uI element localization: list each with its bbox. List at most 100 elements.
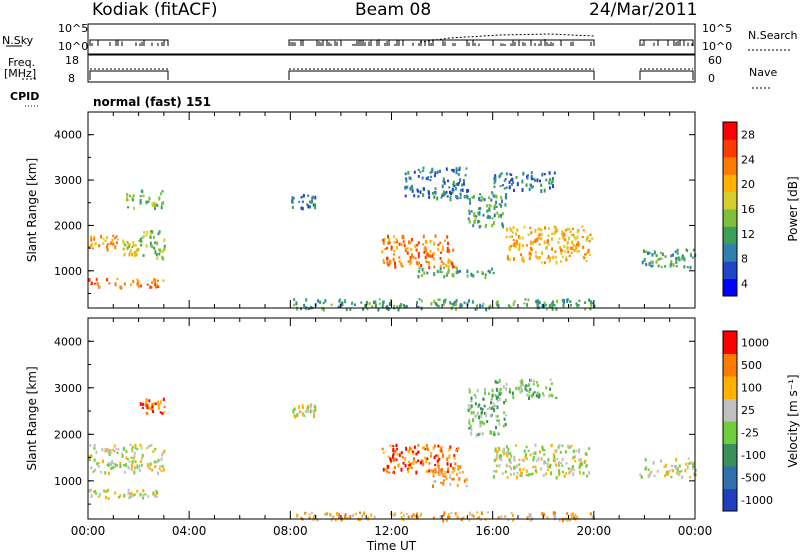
data-cell — [550, 393, 553, 397]
data-cell — [528, 187, 531, 192]
data-cell — [676, 468, 679, 472]
data-cell — [472, 274, 475, 278]
data-cell — [131, 465, 133, 468]
data-cell — [688, 462, 691, 465]
data-cell — [529, 387, 532, 391]
data-cell — [473, 219, 476, 224]
data-cell — [330, 517, 333, 522]
data-cell — [161, 453, 163, 457]
data-cell — [477, 211, 480, 215]
data-cell — [478, 403, 481, 407]
data-cell — [668, 469, 671, 473]
data-cell — [541, 512, 544, 516]
data-cell — [529, 518, 532, 522]
data-cell — [444, 298, 447, 301]
data-cell — [157, 279, 159, 282]
data-cell — [660, 257, 663, 260]
data-cell — [162, 257, 165, 261]
data-cell — [487, 214, 490, 219]
data-cell — [512, 239, 515, 242]
data-cell — [335, 512, 338, 516]
data-cell — [479, 193, 482, 196]
data-cell — [551, 307, 554, 311]
data-cell — [503, 401, 506, 405]
data-cell — [291, 196, 294, 200]
data-cell — [301, 412, 304, 416]
data-cell — [425, 444, 428, 448]
data-cell — [520, 472, 523, 476]
data-cell — [141, 236, 144, 239]
data-cell — [446, 457, 449, 462]
data-cell — [573, 455, 576, 459]
data-cell — [527, 473, 530, 477]
data-cell — [484, 224, 487, 229]
data-cell — [551, 232, 554, 236]
data-cell — [530, 378, 533, 383]
data-cell — [482, 398, 485, 401]
data-cell — [468, 518, 471, 522]
data-cell — [476, 304, 479, 307]
data-cell — [434, 302, 437, 305]
data-cell — [540, 456, 543, 460]
data-cell — [119, 494, 122, 498]
data-cell — [92, 470, 95, 473]
data-cell — [88, 458, 91, 462]
data-cell — [581, 236, 584, 239]
data-cell — [532, 452, 535, 455]
data-cell — [446, 272, 448, 275]
data-cell — [507, 518, 510, 522]
data-cell — [108, 471, 111, 476]
data-cell — [422, 166, 425, 170]
data-cell — [434, 171, 437, 175]
data-cell — [334, 518, 337, 522]
data-cell — [422, 462, 425, 467]
data-cell — [572, 244, 575, 247]
data-cell — [158, 196, 161, 201]
data-cell — [567, 444, 570, 449]
data-cell — [495, 470, 498, 473]
data-cell — [508, 235, 511, 239]
data-cell — [304, 410, 307, 414]
data-cell — [506, 227, 509, 232]
data-cell — [674, 250, 677, 254]
data-cell — [589, 300, 592, 305]
data-cell — [443, 511, 446, 516]
data-cell — [501, 199, 503, 204]
colorbar-frame — [722, 330, 738, 512]
data-cell — [393, 241, 396, 244]
data-cell — [403, 244, 406, 248]
data-cell — [572, 465, 574, 469]
data-cell — [338, 298, 341, 301]
data-cell — [684, 468, 687, 473]
data-cell — [102, 459, 104, 464]
data-cell — [509, 461, 512, 464]
data-cell — [351, 301, 353, 305]
data-cell — [561, 298, 564, 303]
data-cell — [466, 195, 469, 200]
data-cell — [533, 240, 536, 244]
data-cell — [493, 431, 496, 435]
data-cell — [447, 260, 450, 264]
data-cell — [641, 260, 644, 265]
data-cell — [329, 512, 331, 516]
colorbar-segment — [723, 226, 737, 245]
data-cell — [536, 459, 539, 462]
data-cell — [468, 420, 471, 425]
data-cell — [549, 256, 552, 261]
data-cell — [403, 243, 406, 246]
data-cell — [445, 477, 448, 481]
data-cell — [537, 227, 540, 231]
data-cell — [449, 482, 452, 486]
data-cell — [540, 183, 543, 187]
data-cell — [448, 515, 451, 519]
data-cell — [104, 239, 107, 243]
data-cell — [434, 480, 437, 484]
freq-unit-label: [MHz] — [4, 67, 37, 80]
data-cell — [127, 488, 130, 492]
data-cell — [420, 264, 423, 268]
x-axis-label: Time UT — [366, 539, 417, 553]
data-cell — [126, 195, 129, 199]
y-tick-label: 4000 — [54, 335, 82, 348]
data-cell — [572, 472, 575, 477]
data-cell — [572, 449, 575, 454]
